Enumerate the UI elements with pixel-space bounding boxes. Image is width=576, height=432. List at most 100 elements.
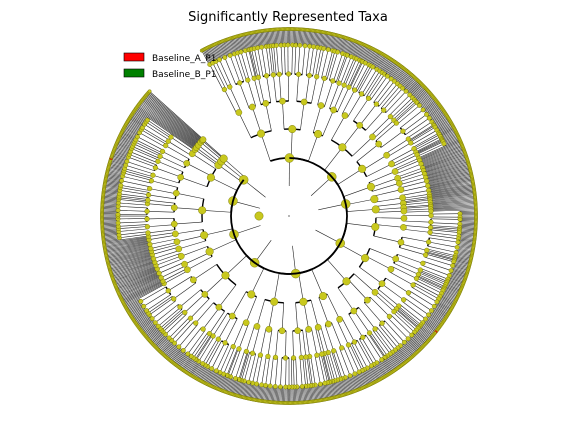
tree-branch <box>420 146 463 164</box>
tree-branch <box>183 357 193 371</box>
tree-branch <box>365 48 374 64</box>
tree-branch <box>366 368 375 383</box>
tree-branch <box>266 385 270 402</box>
tree-branch <box>107 172 123 177</box>
tree-branch <box>221 375 229 391</box>
tree-branch <box>380 360 390 374</box>
leaf-node <box>147 89 152 94</box>
taxon-node <box>172 340 177 346</box>
tree-branch <box>261 30 265 47</box>
tree-branch <box>394 310 417 331</box>
tree-branch <box>459 230 476 233</box>
taxon-node <box>246 379 252 385</box>
tree-branch <box>373 293 395 312</box>
tree-branch <box>254 384 259 400</box>
taxon-node <box>426 239 432 245</box>
tree-branch <box>126 123 141 132</box>
tree-branch <box>443 136 459 145</box>
tree-branch <box>204 48 213 64</box>
tree-branch <box>110 257 154 272</box>
tree-branch <box>393 99 415 120</box>
tree-branch <box>456 247 473 252</box>
tree-branch <box>311 385 314 402</box>
taxon-node <box>358 91 365 97</box>
tree-branch <box>145 95 201 143</box>
tree-branch <box>209 46 217 62</box>
tree-branch <box>449 275 465 282</box>
tree-branch <box>416 92 430 104</box>
taxon-node <box>144 208 150 214</box>
tree-branch <box>105 244 150 254</box>
tree-branch <box>326 33 331 50</box>
tree-branch <box>422 265 450 276</box>
tree-branch <box>120 277 162 298</box>
tree-branch <box>405 79 418 92</box>
tree-branch <box>198 145 221 163</box>
tree-branch <box>394 160 420 172</box>
tree-branch <box>402 190 429 196</box>
tree-branch <box>296 386 298 403</box>
tree-branch <box>250 268 265 295</box>
tree-branch <box>104 184 121 188</box>
tree-branch <box>370 331 388 357</box>
tree-branch <box>120 185 150 191</box>
tree-branch <box>446 281 462 289</box>
tree-branch <box>386 356 396 370</box>
legend-label-baseline-a: Baseline_A_P1 <box>152 54 216 64</box>
tree-branch <box>227 377 234 393</box>
tree-branch <box>217 43 225 59</box>
tree-branch <box>397 105 420 125</box>
clade-arc <box>230 157 348 275</box>
tree-branch <box>338 379 345 395</box>
tree-branch <box>422 322 436 334</box>
tree-branch <box>315 384 319 401</box>
tree-branch <box>439 126 454 135</box>
tree-branch <box>103 192 120 195</box>
tree-branch <box>143 322 156 334</box>
tree-branch <box>456 250 473 255</box>
tree-branch <box>425 103 439 114</box>
tree-branch <box>403 76 415 90</box>
tree-branch <box>407 294 432 311</box>
taxon-node <box>163 143 169 149</box>
tree-branch <box>104 185 121 189</box>
tree-branch <box>430 222 460 225</box>
tree-branch <box>215 61 229 88</box>
tree-branch <box>342 378 348 394</box>
tree-branch <box>357 44 365 60</box>
tree-branch <box>178 324 198 348</box>
tree-branch <box>134 312 149 323</box>
tree-branch <box>422 321 436 333</box>
tree-branch <box>159 338 171 351</box>
tree-branch <box>429 108 443 119</box>
tree-branch <box>229 377 235 394</box>
tree-branch <box>436 302 451 311</box>
tree-branch <box>401 344 413 357</box>
tree-branch <box>445 283 461 291</box>
tree-branch <box>122 280 163 302</box>
tree-branch <box>250 383 255 400</box>
tree-branch <box>233 37 240 53</box>
tree-branch <box>325 33 330 50</box>
tree-branch <box>216 373 223 389</box>
tree-branch <box>242 34 247 51</box>
tree-branch <box>142 127 168 143</box>
taxon-node <box>311 44 316 50</box>
tree-branch <box>458 234 475 237</box>
tree-branch <box>391 66 402 80</box>
tree-branch <box>105 243 150 253</box>
tree-branch <box>113 264 156 281</box>
tree-branch <box>125 165 154 175</box>
tree-branch <box>248 33 253 50</box>
tree-branch <box>307 385 310 402</box>
tree-branch <box>308 30 312 47</box>
tree-branch <box>260 385 264 401</box>
tree-branch <box>225 255 247 276</box>
tree-branch <box>354 43 361 59</box>
tree-branch <box>429 232 459 237</box>
taxon-node <box>420 107 426 113</box>
tree-branch <box>181 246 208 257</box>
tree-branch <box>428 107 442 118</box>
tree-branch <box>285 357 287 387</box>
tree-branch <box>423 157 467 173</box>
